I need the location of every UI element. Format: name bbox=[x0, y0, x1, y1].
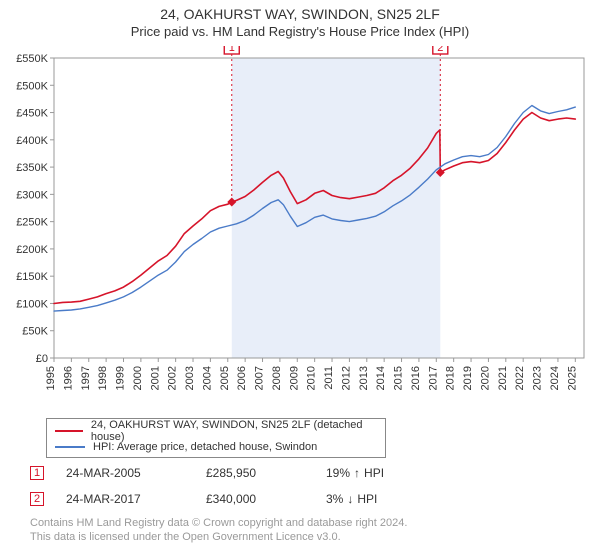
footer-attribution: Contains HM Land Registry data © Crown c… bbox=[30, 516, 570, 545]
svg-text:1995: 1995 bbox=[45, 366, 57, 390]
chart-svg: £0 £50K £100K £150K £200K £250K £300K £350K £400… bbox=[8, 46, 592, 412]
footer-line-1: Contains HM Land Registry data © Crown c… bbox=[30, 516, 570, 530]
legend-swatch bbox=[55, 430, 83, 432]
svg-text:2010: 2010 bbox=[306, 366, 318, 390]
price-chart: £0 £50K £100K £150K £200K £250K £300K £350K £400… bbox=[8, 46, 592, 412]
svg-text:£550K: £550K bbox=[16, 53, 48, 65]
transaction-diff-pct: 19% bbox=[326, 466, 350, 480]
transaction-diff: 3% ↓ HPI bbox=[326, 492, 446, 506]
svg-text:2016: 2016 bbox=[410, 366, 422, 390]
svg-text:2023: 2023 bbox=[532, 366, 544, 390]
svg-text:2002: 2002 bbox=[167, 366, 179, 390]
svg-text:1996: 1996 bbox=[62, 366, 74, 390]
svg-text:£400K: £400K bbox=[16, 135, 48, 147]
svg-text:2014: 2014 bbox=[375, 366, 387, 390]
svg-text:2013: 2013 bbox=[358, 366, 370, 390]
svg-text:£250K: £250K bbox=[16, 217, 48, 229]
legend-swatch bbox=[55, 446, 85, 448]
legend-label: HPI: Average price, detached house, Swin… bbox=[93, 441, 317, 453]
svg-text:1998: 1998 bbox=[97, 366, 109, 390]
transaction-price: £340,000 bbox=[206, 492, 326, 506]
page-title: 24, OAKHURST WAY, SWINDON, SN25 2LF bbox=[0, 6, 600, 22]
transaction-diff-suffix: HPI bbox=[364, 466, 384, 480]
svg-text:1997: 1997 bbox=[80, 366, 92, 390]
svg-text:2021: 2021 bbox=[497, 366, 509, 390]
legend: 24, OAKHURST WAY, SWINDON, SN25 2LF (det… bbox=[46, 418, 386, 458]
svg-text:2006: 2006 bbox=[236, 366, 248, 390]
transaction-price: £285,950 bbox=[206, 466, 326, 480]
transaction-date: 24-MAR-2017 bbox=[66, 492, 206, 506]
svg-text:2019: 2019 bbox=[462, 366, 474, 390]
svg-text:2024: 2024 bbox=[549, 366, 561, 390]
transaction-list: 1 24-MAR-2005£285,95019% ↑ HPI 2 24-MAR-2017£… bbox=[30, 460, 570, 512]
transaction-date: 24-MAR-2005 bbox=[66, 466, 206, 480]
svg-text:2022: 2022 bbox=[514, 366, 526, 390]
legend-label: 24, OAKHURST WAY, SWINDON, SN25 2LF (det… bbox=[91, 419, 377, 443]
svg-text:£200K: £200K bbox=[16, 244, 48, 256]
svg-text:2008: 2008 bbox=[271, 366, 283, 390]
svg-text:£350K: £350K bbox=[16, 162, 48, 174]
transaction-row: 2 24-MAR-2017£340,0003% ↓ HPI bbox=[30, 486, 570, 512]
svg-text:2011: 2011 bbox=[323, 366, 335, 390]
transaction-marker: 1 bbox=[30, 466, 44, 480]
svg-text:£500K: £500K bbox=[16, 80, 48, 92]
svg-text:2018: 2018 bbox=[445, 366, 457, 390]
svg-text:2001: 2001 bbox=[149, 366, 161, 390]
svg-text:2007: 2007 bbox=[254, 366, 266, 390]
svg-text:£150K: £150K bbox=[16, 271, 48, 283]
footer-line-2: This data is licensed under the Open Gov… bbox=[30, 530, 570, 544]
transaction-diff-pct: 3% bbox=[326, 492, 343, 506]
svg-text:£0: £0 bbox=[36, 353, 48, 365]
legend-item: 24, OAKHURST WAY, SWINDON, SN25 2LF (det… bbox=[55, 423, 377, 439]
svg-text:2000: 2000 bbox=[132, 366, 144, 390]
transaction-marker: 2 bbox=[30, 492, 44, 506]
svg-text:2005: 2005 bbox=[219, 366, 231, 390]
svg-text:£450K: £450K bbox=[16, 108, 48, 120]
svg-text:2025: 2025 bbox=[566, 366, 578, 390]
svg-text:£300K: £300K bbox=[16, 189, 48, 201]
svg-text:1: 1 bbox=[229, 46, 235, 54]
svg-text:2012: 2012 bbox=[340, 366, 352, 390]
arrow-up-icon: ↑ bbox=[354, 466, 360, 480]
svg-text:2017: 2017 bbox=[427, 366, 439, 390]
svg-text:2004: 2004 bbox=[201, 366, 213, 390]
svg-text:£50K: £50K bbox=[22, 326, 48, 338]
svg-text:2015: 2015 bbox=[393, 366, 405, 390]
svg-text:2003: 2003 bbox=[184, 366, 196, 390]
svg-text:2020: 2020 bbox=[479, 366, 491, 390]
svg-text:1999: 1999 bbox=[115, 366, 127, 390]
transaction-diff-suffix: HPI bbox=[357, 492, 377, 506]
arrow-down-icon: ↓ bbox=[347, 492, 353, 506]
page-subtitle: Price paid vs. HM Land Registry's House … bbox=[0, 24, 600, 39]
transaction-diff: 19% ↑ HPI bbox=[326, 466, 446, 480]
svg-text:2: 2 bbox=[437, 46, 443, 54]
transaction-row: 1 24-MAR-2005£285,95019% ↑ HPI bbox=[30, 460, 570, 486]
svg-text:£100K: £100K bbox=[16, 298, 48, 310]
svg-text:2009: 2009 bbox=[288, 366, 300, 390]
